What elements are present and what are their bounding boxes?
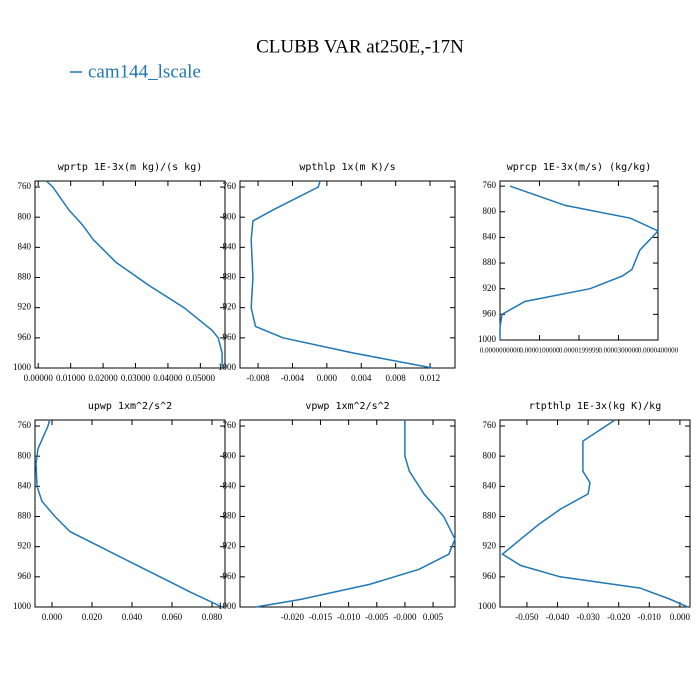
x-tick-label: 0.05000 xyxy=(186,373,216,383)
x-tick-label: 0.0000000000 xyxy=(480,347,521,355)
y-tick-label: 800 xyxy=(18,211,32,221)
x-tick-label: 0.000 xyxy=(317,373,338,383)
x-tick-label: 0.03000 xyxy=(121,373,151,383)
panel-title: upwp 1xm^2/s^2 xyxy=(88,401,172,412)
y-tick-label: 840 xyxy=(18,480,32,490)
y-tick-label: 1000 xyxy=(13,362,32,372)
y-tick-label: 760 xyxy=(223,181,237,191)
y-tick-label: 800 xyxy=(483,450,497,460)
y-tick-label: 840 xyxy=(483,480,497,490)
y-tick-label: 800 xyxy=(483,206,497,216)
profile-line xyxy=(45,180,223,368)
x-tick-label: 0.00000 xyxy=(24,373,54,383)
x-tick-label: -0.010 xyxy=(638,612,662,622)
x-tick-label: -0.040 xyxy=(546,612,570,622)
panel-title: wpthlp 1x(m K)/s xyxy=(299,162,395,173)
y-tick-label: 840 xyxy=(223,241,237,251)
x-tick-label: 0.008 xyxy=(386,373,407,383)
x-tick-label: 0.020 xyxy=(82,612,103,622)
y-tick-label: 1000 xyxy=(13,601,32,611)
legend-label: cam144_lscale xyxy=(88,61,201,82)
plot-frame xyxy=(34,180,226,369)
x-tick-label: 0.040 xyxy=(122,612,143,622)
y-tick-label: 920 xyxy=(483,283,497,293)
profile-line xyxy=(35,419,223,608)
y-tick-label: 1000 xyxy=(218,601,237,611)
y-tick-label: 840 xyxy=(223,480,237,490)
profile-line xyxy=(501,419,689,608)
y-tick-label: 880 xyxy=(483,257,497,267)
plot-frame xyxy=(34,419,226,608)
y-tick-label: 960 xyxy=(18,332,32,342)
x-tick-label: 0.04000 xyxy=(153,373,183,383)
y-tick-label: 960 xyxy=(223,571,237,581)
x-tick-label: 0.080 xyxy=(202,612,223,622)
panel-title: wprcp 1E-3x(m/s) (kg/kg) xyxy=(507,162,652,173)
x-tick-label: 0.0000300000 xyxy=(598,347,639,355)
x-tick-label: 0.000 xyxy=(42,612,63,622)
x-tick-label: 0.000 xyxy=(670,612,691,622)
x-tick-label: 0.0000199999 xyxy=(559,347,600,355)
x-tick-label: 0.060 xyxy=(162,612,183,622)
y-tick-label: 1000 xyxy=(478,334,497,344)
y-tick-label: 920 xyxy=(483,541,497,551)
plot-frame xyxy=(499,180,659,341)
y-tick-label: 880 xyxy=(18,511,32,521)
y-tick-label: 760 xyxy=(483,180,497,190)
x-tick-label: -0.010 xyxy=(337,612,361,622)
x-tick-label: -0.004 xyxy=(281,373,305,383)
main-title: CLUBB VAR at250E,-17N xyxy=(256,36,464,57)
profile-line xyxy=(250,180,433,369)
y-tick-label: 760 xyxy=(223,420,237,430)
panel-title: rtpthlp 1E-3x(kg K)/kg xyxy=(529,401,661,412)
y-tick-label: 920 xyxy=(18,541,32,551)
y-tick-label: 800 xyxy=(223,211,237,221)
y-tick-label: 920 xyxy=(223,541,237,551)
x-tick-label: -0.000 xyxy=(393,612,417,622)
profile-line xyxy=(255,420,456,608)
plot-frame xyxy=(239,180,456,369)
y-tick-label: 1000 xyxy=(218,362,237,372)
y-tick-label: 880 xyxy=(223,511,237,521)
x-tick-label: 0.01000 xyxy=(56,373,86,383)
y-tick-label: 840 xyxy=(18,241,32,251)
y-tick-label: 920 xyxy=(18,302,32,312)
plot-frame xyxy=(499,419,691,608)
x-tick-label: 0.005 xyxy=(423,612,444,622)
y-tick-label: 960 xyxy=(483,571,497,581)
panel-title: vpwp 1xm^2/s^2 xyxy=(305,401,389,412)
y-tick-label: 880 xyxy=(483,511,497,521)
x-tick-label: 0.004 xyxy=(351,373,372,383)
x-tick-label: -0.020 xyxy=(607,612,631,622)
panel-title: wprtp 1E-3x(m kg)/(s kg) xyxy=(58,162,203,173)
y-tick-label: 760 xyxy=(18,420,32,430)
y-tick-label: 880 xyxy=(223,272,237,282)
plot-frame xyxy=(239,419,456,608)
y-tick-label: 960 xyxy=(483,308,497,318)
x-tick-label: 0.02000 xyxy=(88,373,118,383)
y-tick-label: 960 xyxy=(18,571,32,581)
x-tick-label: 0.0000100000 xyxy=(519,347,560,355)
x-tick-label: -0.008 xyxy=(246,373,270,383)
x-tick-label: -0.005 xyxy=(365,612,389,622)
x-tick-label: 0.012 xyxy=(420,373,440,383)
y-tick-label: 840 xyxy=(483,231,497,241)
y-tick-label: 960 xyxy=(223,332,237,342)
y-tick-label: 760 xyxy=(483,420,497,430)
x-tick-label: 0.0000400000 xyxy=(638,347,679,355)
y-tick-label: 920 xyxy=(223,302,237,312)
x-tick-label: -0.030 xyxy=(576,612,600,622)
y-tick-label: 1000 xyxy=(478,601,497,611)
y-tick-label: 880 xyxy=(18,272,32,282)
x-tick-label: -0.050 xyxy=(515,612,539,622)
profile-line xyxy=(499,185,660,340)
y-tick-label: 800 xyxy=(18,450,32,460)
x-tick-label: -0.020 xyxy=(281,612,305,622)
y-tick-label: 800 xyxy=(223,450,237,460)
x-tick-label: -0.015 xyxy=(309,612,333,622)
y-tick-label: 760 xyxy=(18,181,32,191)
